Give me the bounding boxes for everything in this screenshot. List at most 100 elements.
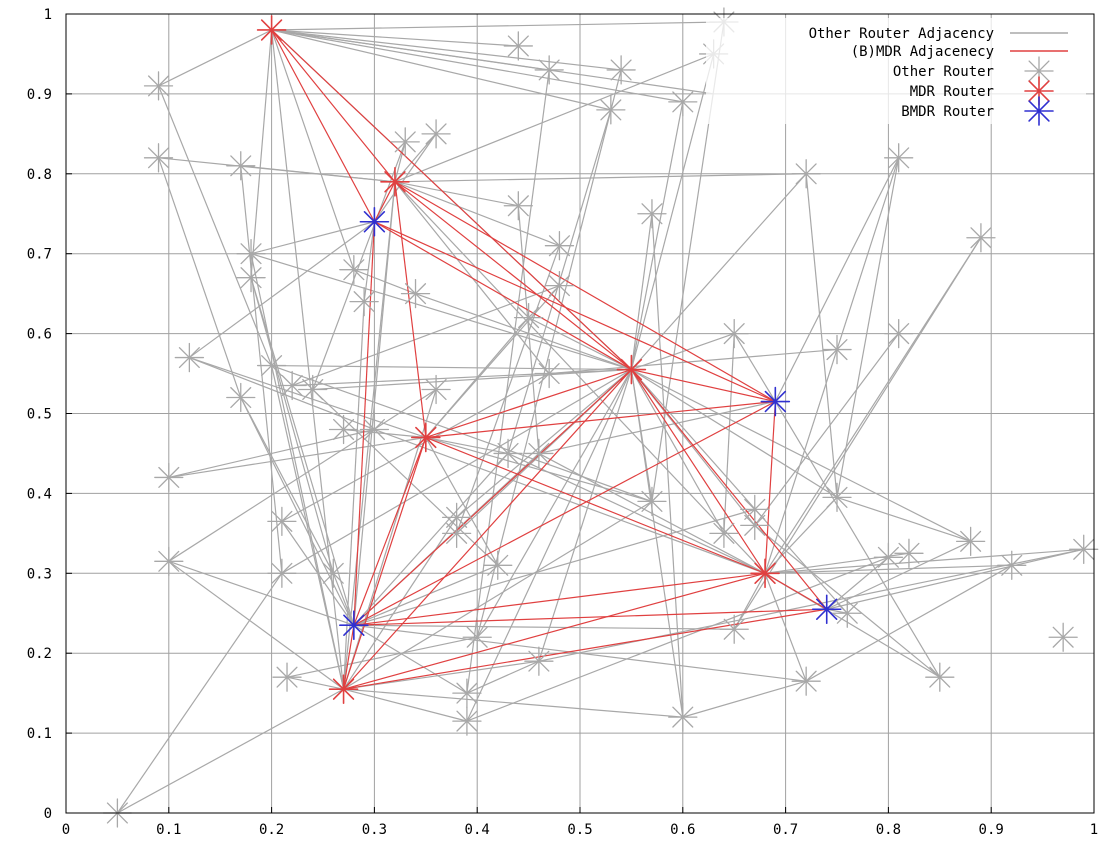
other-adjacency-line bbox=[189, 357, 426, 439]
x-tick-label: 0.4 bbox=[465, 822, 490, 838]
other-adjacency-line bbox=[271, 29, 519, 47]
other-adjacency-line bbox=[415, 293, 632, 371]
other-router-marker bbox=[143, 71, 174, 101]
other-adjacency-line bbox=[343, 500, 653, 690]
other-adjacency-line bbox=[466, 660, 540, 694]
other-router-marker bbox=[791, 666, 821, 696]
bmdr-adjacency-line bbox=[271, 29, 632, 370]
other-adjacency-line bbox=[168, 428, 375, 479]
legend-marker-other-router bbox=[1024, 56, 1054, 86]
other-adjacency-line bbox=[764, 157, 900, 574]
other-adjacency-line bbox=[394, 181, 766, 574]
y-tick-label: 0.5 bbox=[27, 407, 52, 423]
bmdr-adjacency-line bbox=[353, 221, 375, 626]
x-tick-label: 0.3 bbox=[362, 822, 387, 838]
other-adjacency-line bbox=[240, 397, 334, 574]
mdr-router-marker bbox=[328, 674, 359, 704]
other-adjacency-line bbox=[836, 496, 971, 542]
other-router-marker bbox=[400, 278, 431, 309]
other-router-marker bbox=[441, 518, 472, 548]
other-router-marker bbox=[174, 342, 205, 373]
other-router-marker bbox=[822, 482, 852, 513]
other-router-marker bbox=[524, 646, 554, 676]
x-tick-label: 0.6 bbox=[670, 822, 695, 838]
other-adjacency-line bbox=[353, 508, 755, 626]
legend-label-mdr-router: MDR Router bbox=[910, 84, 994, 100]
legend-label-bmdr-router: BMDR Router bbox=[901, 104, 994, 120]
other-router-marker bbox=[483, 550, 513, 580]
legend-label-bmdr-adjacency: (B)MDR Adjacenecy bbox=[851, 44, 994, 60]
other-adjacency-line bbox=[373, 133, 437, 223]
other-router-marker bbox=[637, 486, 667, 517]
other-router-marker bbox=[513, 302, 544, 333]
other-adjacency-line bbox=[630, 101, 684, 370]
bmdr-adjacency-line bbox=[394, 181, 427, 438]
y-tick-label: 0.1 bbox=[27, 726, 52, 742]
bmdr-adjacency-line bbox=[271, 29, 375, 223]
other-adjacency-line bbox=[353, 453, 509, 626]
bmdr-adjacency-line bbox=[343, 572, 766, 690]
mdr-router-marker bbox=[750, 558, 780, 589]
bmdr-router-markers bbox=[339, 206, 842, 641]
other-adjacency-line bbox=[754, 333, 900, 526]
y-tick-label: 0.4 bbox=[27, 486, 52, 502]
other-router-marker bbox=[719, 614, 749, 644]
bmdr-adjacency-line bbox=[425, 400, 776, 439]
other-adjacency-line bbox=[343, 428, 426, 439]
other-router-marker bbox=[236, 263, 266, 293]
other-adjacency-line bbox=[374, 428, 766, 574]
other-router-marker bbox=[884, 143, 914, 173]
other-adjacency-line bbox=[466, 369, 632, 722]
bmdr-adjacency-line bbox=[271, 29, 396, 183]
bmdr-adjacency-line bbox=[631, 368, 776, 403]
other-adjacency-line bbox=[394, 173, 807, 183]
other-adjacency-line bbox=[630, 369, 848, 614]
other-adjacency-line bbox=[425, 317, 530, 438]
other-adjacency-line bbox=[631, 369, 838, 498]
other-adjacency-line bbox=[168, 560, 344, 690]
other-adjacency-line bbox=[271, 21, 724, 31]
other-adjacency-line bbox=[774, 157, 900, 402]
x-tick-label: 0.8 bbox=[876, 822, 901, 838]
other-router-marker bbox=[277, 370, 307, 401]
other-adjacency-line bbox=[456, 245, 561, 534]
other-adjacency-line bbox=[466, 69, 550, 694]
other-adjacency-line bbox=[353, 564, 498, 626]
other-router-marker bbox=[267, 558, 297, 588]
other-adjacency-line bbox=[250, 221, 375, 255]
other-adjacency-line bbox=[250, 253, 345, 690]
other-adjacency-line bbox=[250, 277, 334, 574]
plot-border bbox=[65, 13, 1095, 814]
other-adjacency-line bbox=[353, 624, 735, 630]
other-adjacency-line bbox=[764, 552, 910, 574]
other-router-adjacency-lines bbox=[116, 21, 1084, 814]
other-adjacency-line bbox=[250, 253, 632, 371]
bmdr-adjacency-line bbox=[425, 368, 632, 439]
other-adjacency-line bbox=[631, 369, 971, 542]
other-adjacency-line bbox=[394, 133, 437, 183]
bmdr-adjacency-line bbox=[630, 369, 828, 610]
other-adjacency-line bbox=[826, 540, 971, 610]
other-adjacency-line bbox=[343, 660, 539, 690]
other-adjacency-line bbox=[723, 333, 735, 534]
other-router-marker bbox=[298, 374, 328, 405]
other-adjacency-line bbox=[271, 29, 683, 103]
other-adjacency-line bbox=[774, 401, 941, 678]
bmdr-router-marker bbox=[359, 206, 390, 237]
other-adjacency-line bbox=[271, 29, 611, 111]
mdr-router-marker bbox=[380, 166, 410, 197]
other-adjacency-line bbox=[250, 29, 273, 278]
y-tick-label: 0.2 bbox=[27, 646, 52, 662]
other-adjacency-line bbox=[240, 165, 283, 574]
legend-background bbox=[706, 18, 1086, 124]
other-adjacency-line bbox=[764, 573, 807, 682]
other-adjacency-line bbox=[805, 564, 1013, 682]
other-adjacency-line bbox=[286, 636, 478, 678]
other-adjacency-line bbox=[826, 556, 889, 610]
other-router-marker bbox=[997, 550, 1027, 580]
other-adjacency-line bbox=[394, 181, 519, 207]
y-tick-label: 0.7 bbox=[27, 247, 52, 263]
other-router-marker bbox=[544, 271, 575, 301]
bmdr-adjacency-line bbox=[630, 369, 766, 574]
